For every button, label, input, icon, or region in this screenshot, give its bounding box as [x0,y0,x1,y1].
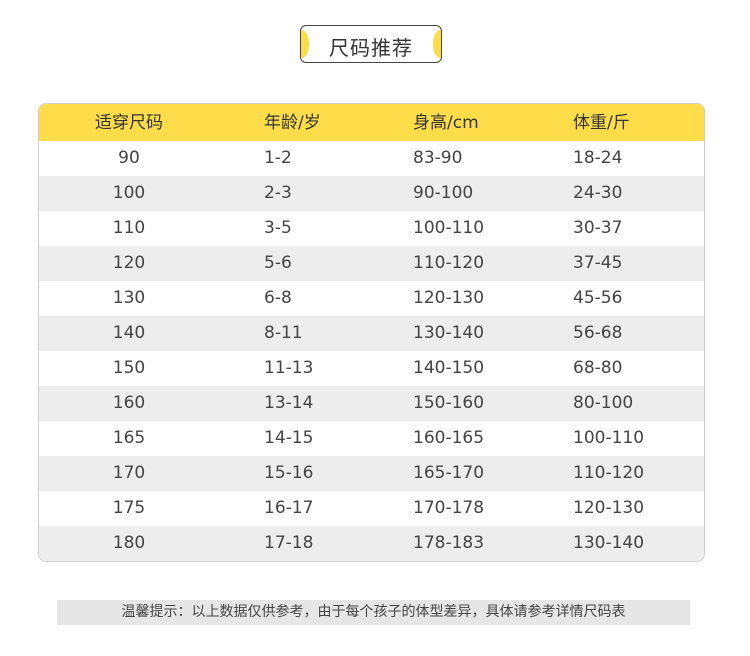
cell-size: 150 [112,358,146,378]
table-row: 130 6-8 120-130 45-56 [39,281,704,316]
cell-weight: 120-130 [573,498,645,518]
cell-size: 160 [112,393,146,413]
cell-size: 120 [112,253,146,273]
table-row: 110 3-5 100-110 30-37 [39,211,704,246]
header-height: 身高/cm [413,113,479,133]
footer-note: 温馨提示：以上数据仅供参考，由于每个孩子的体型差异，具体请参考详情尺码表 [57,600,690,625]
cell-height: 110-120 [413,253,485,273]
cell-weight: 100-110 [573,428,645,448]
page-title: 尺码推荐 [329,36,413,60]
cell-size: 110 [112,218,146,238]
cell-size: 90 [118,148,140,168]
cell-age: 11-13 [264,358,314,378]
cell-weight: 80-100 [573,393,634,413]
cell-height: 120-130 [413,288,485,308]
cell-height: 160-165 [413,428,485,448]
cell-size: 175 [112,498,146,518]
table-row: 175 16-17 170-178 120-130 [39,491,704,526]
table-row: 120 5-6 110-120 37-45 [39,246,704,281]
header-age: 年龄/岁 [264,113,321,133]
cell-age: 3-5 [264,218,292,238]
cell-height: 140-150 [413,358,485,378]
cell-size: 130 [112,288,146,308]
cell-age: 6-8 [264,288,292,308]
cell-age: 2-3 [264,183,292,203]
cell-age: 1-2 [264,148,292,168]
table-row: 170 15-16 165-170 110-120 [39,456,704,491]
header-weight: 体重/斤 [573,113,630,133]
cell-size: 100 [112,183,146,203]
table-header: 适穿尺码 年龄/岁 身高/cm 体重/斤 [39,104,704,141]
cell-weight: 24-30 [573,183,623,203]
cell-weight: 130-140 [573,533,645,553]
cell-age: 5-6 [264,253,292,273]
cell-height: 165-170 [413,463,485,483]
cell-age: 15-16 [264,463,314,483]
size-table: 适穿尺码 年龄/岁 身高/cm 体重/斤 90 1-2 83-90 18-24 100 2… [38,103,705,562]
cell-age: 14-15 [264,428,314,448]
table-row: 90 1-2 83-90 18-24 [39,141,704,176]
cell-size: 180 [112,533,146,553]
cell-height: 178-183 [413,533,485,553]
title-left-decoration [301,30,309,58]
cell-weight: 110-120 [573,463,645,483]
table-row: 100 2-3 90-100 24-30 [39,176,704,211]
table-row: 140 8-11 130-140 56-68 [39,316,704,351]
cell-weight: 30-37 [573,218,623,238]
cell-age: 13-14 [264,393,314,413]
table-row: 165 14-15 160-165 100-110 [39,421,704,456]
cell-height: 170-178 [413,498,485,518]
cell-height: 83-90 [413,148,463,168]
title-badge: 尺码推荐 [300,25,442,63]
table-row: 180 17-18 178-183 130-140 [39,526,704,561]
cell-height: 150-160 [413,393,485,413]
cell-height: 90-100 [413,183,474,203]
table-row: 150 11-13 140-150 68-80 [39,351,704,386]
cell-weight: 37-45 [573,253,623,273]
cell-weight: 45-56 [573,288,623,308]
cell-height: 130-140 [413,323,485,343]
cell-height: 100-110 [413,218,485,238]
cell-size: 165 [112,428,146,448]
table-row: 160 13-14 150-160 80-100 [39,386,704,421]
cell-weight: 56-68 [573,323,623,343]
cell-weight: 68-80 [573,358,623,378]
cell-size: 140 [112,323,146,343]
cell-size: 170 [112,463,146,483]
header-size: 适穿尺码 [95,113,163,133]
cell-age: 8-11 [264,323,303,343]
cell-age: 17-18 [264,533,314,553]
title-right-decoration [433,30,441,58]
cell-weight: 18-24 [573,148,623,168]
cell-age: 16-17 [264,498,314,518]
